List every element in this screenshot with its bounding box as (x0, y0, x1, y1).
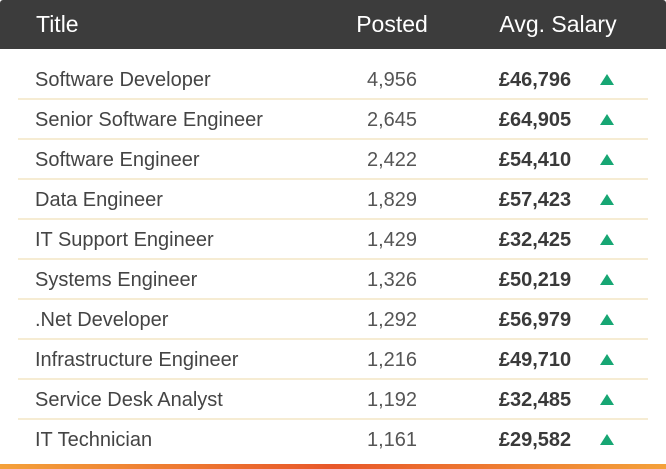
trend-up-icon (600, 394, 614, 405)
column-header-salary: Avg. Salary (499, 11, 617, 37)
table-row: Systems Engineer 1,326 £50,219 (18, 260, 648, 300)
posted-count-cell: 2,645 (366, 109, 418, 131)
table-row: Service Desk Analyst 1,192 £32,485 (18, 380, 648, 420)
avg-salary-cell: £46,796 (498, 69, 572, 91)
trend-up-icon (600, 154, 614, 165)
posted-count-cell: 2,422 (366, 149, 418, 171)
avg-salary-cell: £49,710 (498, 349, 572, 371)
job-title-cell: Senior Software Engineer (35, 109, 263, 131)
job-title-cell: .Net Developer (35, 309, 169, 331)
posted-count-cell: 4,956 (366, 69, 418, 91)
posted-count-cell: 1,326 (366, 269, 418, 291)
trend-up-icon (600, 274, 614, 285)
job-title-cell: IT Support Engineer (35, 229, 214, 251)
table-row: Data Engineer 1,829 £57,423 (18, 180, 648, 220)
bottom-accent-bar (0, 464, 666, 469)
job-title-cell: Systems Engineer (35, 269, 198, 291)
trend-up-icon (600, 234, 614, 245)
trend-up-icon (600, 354, 614, 365)
table-body: Software Developer 4,956 £46,796 Senior Sof… (18, 60, 648, 460)
table-row: .Net Developer 1,292 £56,979 (18, 300, 648, 340)
job-title-cell: IT Technician (35, 429, 153, 451)
trend-up-icon (600, 434, 614, 445)
job-title-cell: Data Engineer (35, 189, 163, 211)
avg-salary-cell: £57,423 (498, 189, 572, 211)
job-title-cell: Service Desk Analyst (35, 389, 223, 411)
avg-salary-cell: £32,485 (498, 389, 572, 411)
table-row: Software Developer 4,956 £46,796 (18, 60, 648, 100)
table-row: Infrastructure Engineer 1,216 £49,710 (18, 340, 648, 380)
avg-salary-cell: £54,410 (498, 149, 572, 171)
trend-up-icon (600, 194, 614, 205)
job-title-cell: Infrastructure Engineer (35, 349, 239, 371)
trend-up-icon (600, 74, 614, 85)
table-row: IT Support Engineer 1,429 £32,425 (18, 220, 648, 260)
table-header: Title Posted Avg. Salary (0, 0, 666, 49)
job-title-cell: Software Developer (35, 69, 211, 91)
posted-count-cell: 1,292 (366, 309, 418, 331)
table-row: Software Engineer 2,422 £54,410 (18, 140, 648, 180)
avg-salary-cell: £29,582 (498, 429, 572, 451)
avg-salary-cell: £56,979 (498, 309, 572, 331)
posted-count-cell: 1,216 (366, 349, 418, 371)
trend-up-icon (600, 314, 614, 325)
avg-salary-cell: £64,905 (498, 109, 572, 131)
avg-salary-cell: £32,425 (498, 229, 572, 251)
trend-up-icon (600, 114, 614, 125)
posted-count-cell: 1,161 (366, 429, 418, 451)
table-row: IT Technician 1,161 £29,582 (18, 420, 648, 460)
column-header-posted: Posted (356, 11, 428, 37)
posted-count-cell: 1,829 (366, 189, 418, 211)
avg-salary-cell: £50,219 (498, 269, 572, 291)
column-header-title: Title (36, 11, 79, 37)
job-title-cell: Software Engineer (35, 149, 200, 171)
table-row: Senior Software Engineer 2,645 £64,905 (18, 100, 648, 140)
posted-count-cell: 1,192 (366, 389, 418, 411)
posted-count-cell: 1,429 (366, 229, 418, 251)
